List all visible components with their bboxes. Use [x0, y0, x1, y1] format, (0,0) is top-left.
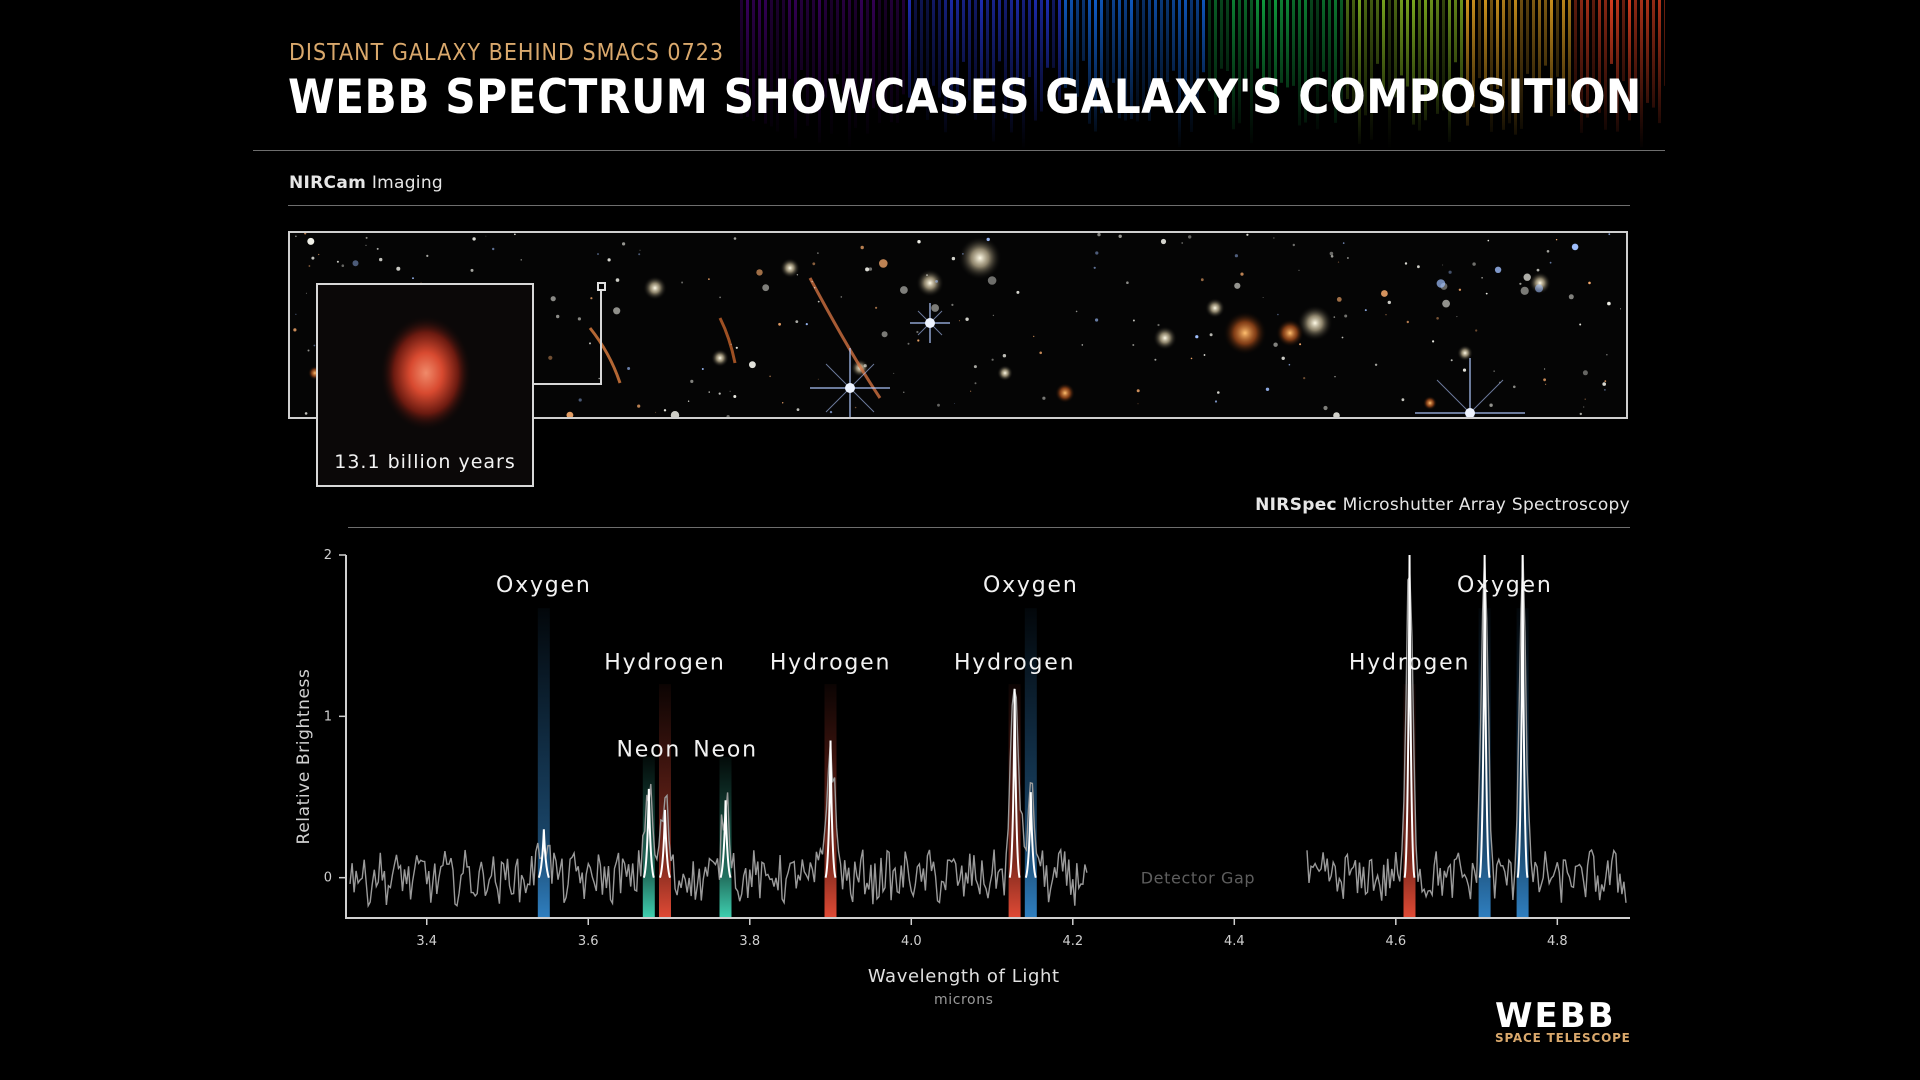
x-tick-label: 3.8 [739, 934, 760, 949]
emission-band-oxygen [1024, 608, 1037, 918]
spectroscopy-section-label: NIRSpec Microshutter Array Spectroscopy [1255, 495, 1630, 515]
galaxy-location-marker [597, 282, 606, 291]
x-tick-label: 4.4 [1224, 934, 1245, 949]
emission-peak-neon [642, 788, 655, 878]
x-tick-label: 4.2 [1062, 934, 1083, 949]
emission-peak-hydrogen [1008, 688, 1021, 878]
emission-peak-oxygen [537, 829, 550, 878]
emission-peak-hydrogen [1403, 554, 1416, 878]
element-label: Oxygen [496, 573, 592, 598]
emission-peak-hydrogen [659, 809, 671, 878]
emission-peak-hydrogen [824, 740, 837, 878]
spectrum-trace-left [349, 688, 1088, 909]
x-tick-label: 4.8 [1547, 934, 1568, 949]
emission-peak-neon [719, 800, 732, 878]
emission-band-neon [719, 756, 732, 918]
chart-axes [345, 555, 1630, 919]
inset-caption: 13.1 billion years [334, 451, 516, 473]
webb-logo: WEBB [1495, 996, 1616, 1036]
galaxy-zoom-inset: 13.1 billion years [316, 283, 534, 487]
spectroscopy-instrument: NIRSpec [1255, 495, 1337, 515]
imaging-label-rest: Imaging [366, 173, 443, 193]
element-label: Neon [617, 738, 682, 763]
spectroscopy-label-rest: Microshutter Array Spectroscopy [1336, 495, 1630, 515]
header-divider [253, 150, 1665, 151]
x-tick-label: 3.6 [578, 934, 599, 949]
element-label: Hydrogen [770, 651, 891, 676]
emission-peak-oxygen [1478, 554, 1491, 878]
imaging-instrument: NIRCam [289, 173, 367, 193]
detector-gap-label: Detector Gap [1141, 869, 1255, 888]
x-tick-label: 4.6 [1385, 934, 1406, 949]
element-label: Hydrogen [604, 651, 725, 676]
page-subtitle: DISTANT GALAXY BEHIND SMACS 0723 [289, 40, 725, 66]
emission-band-oxygen [537, 608, 550, 918]
distant-galaxy-image [380, 315, 472, 431]
element-label: Neon [693, 738, 758, 763]
x-tick-label: 3.4 [416, 934, 437, 949]
imaging-section-label: NIRCam Imaging [289, 173, 443, 193]
emission-peak-oxygen [1516, 554, 1529, 878]
x-tick-label: 4.0 [901, 934, 922, 949]
y-tick-label: 2 [324, 548, 332, 563]
x-axis-title: Wavelength of Light [868, 966, 1060, 987]
page-title: WEBB SPECTRUM SHOWCASES GALAXY'S COMPOSI… [288, 70, 1642, 125]
spectrum-trace-right [1306, 554, 1627, 903]
spectroscopy-divider [348, 527, 1630, 528]
y-tick-label: 0 [324, 871, 332, 886]
y-axis-title: Relative Brightness [294, 669, 314, 845]
element-label: Oxygen [1457, 573, 1553, 598]
element-label: Hydrogen [1349, 651, 1470, 676]
x-axis-unit: microns [934, 992, 994, 1008]
imaging-divider [288, 205, 1630, 206]
zoom-callout-line [534, 290, 602, 385]
emission-peak-oxygen [1024, 792, 1037, 878]
y-tick-label: 1 [324, 709, 332, 724]
element-label: Hydrogen [954, 651, 1075, 676]
nircam-deep-field-image [288, 231, 1628, 419]
webb-logo-tagline: SPACE TELESCOPE [1495, 1031, 1631, 1045]
spectrum-header-decoration [740, 0, 1665, 150]
element-label: Oxygen [983, 573, 1079, 598]
